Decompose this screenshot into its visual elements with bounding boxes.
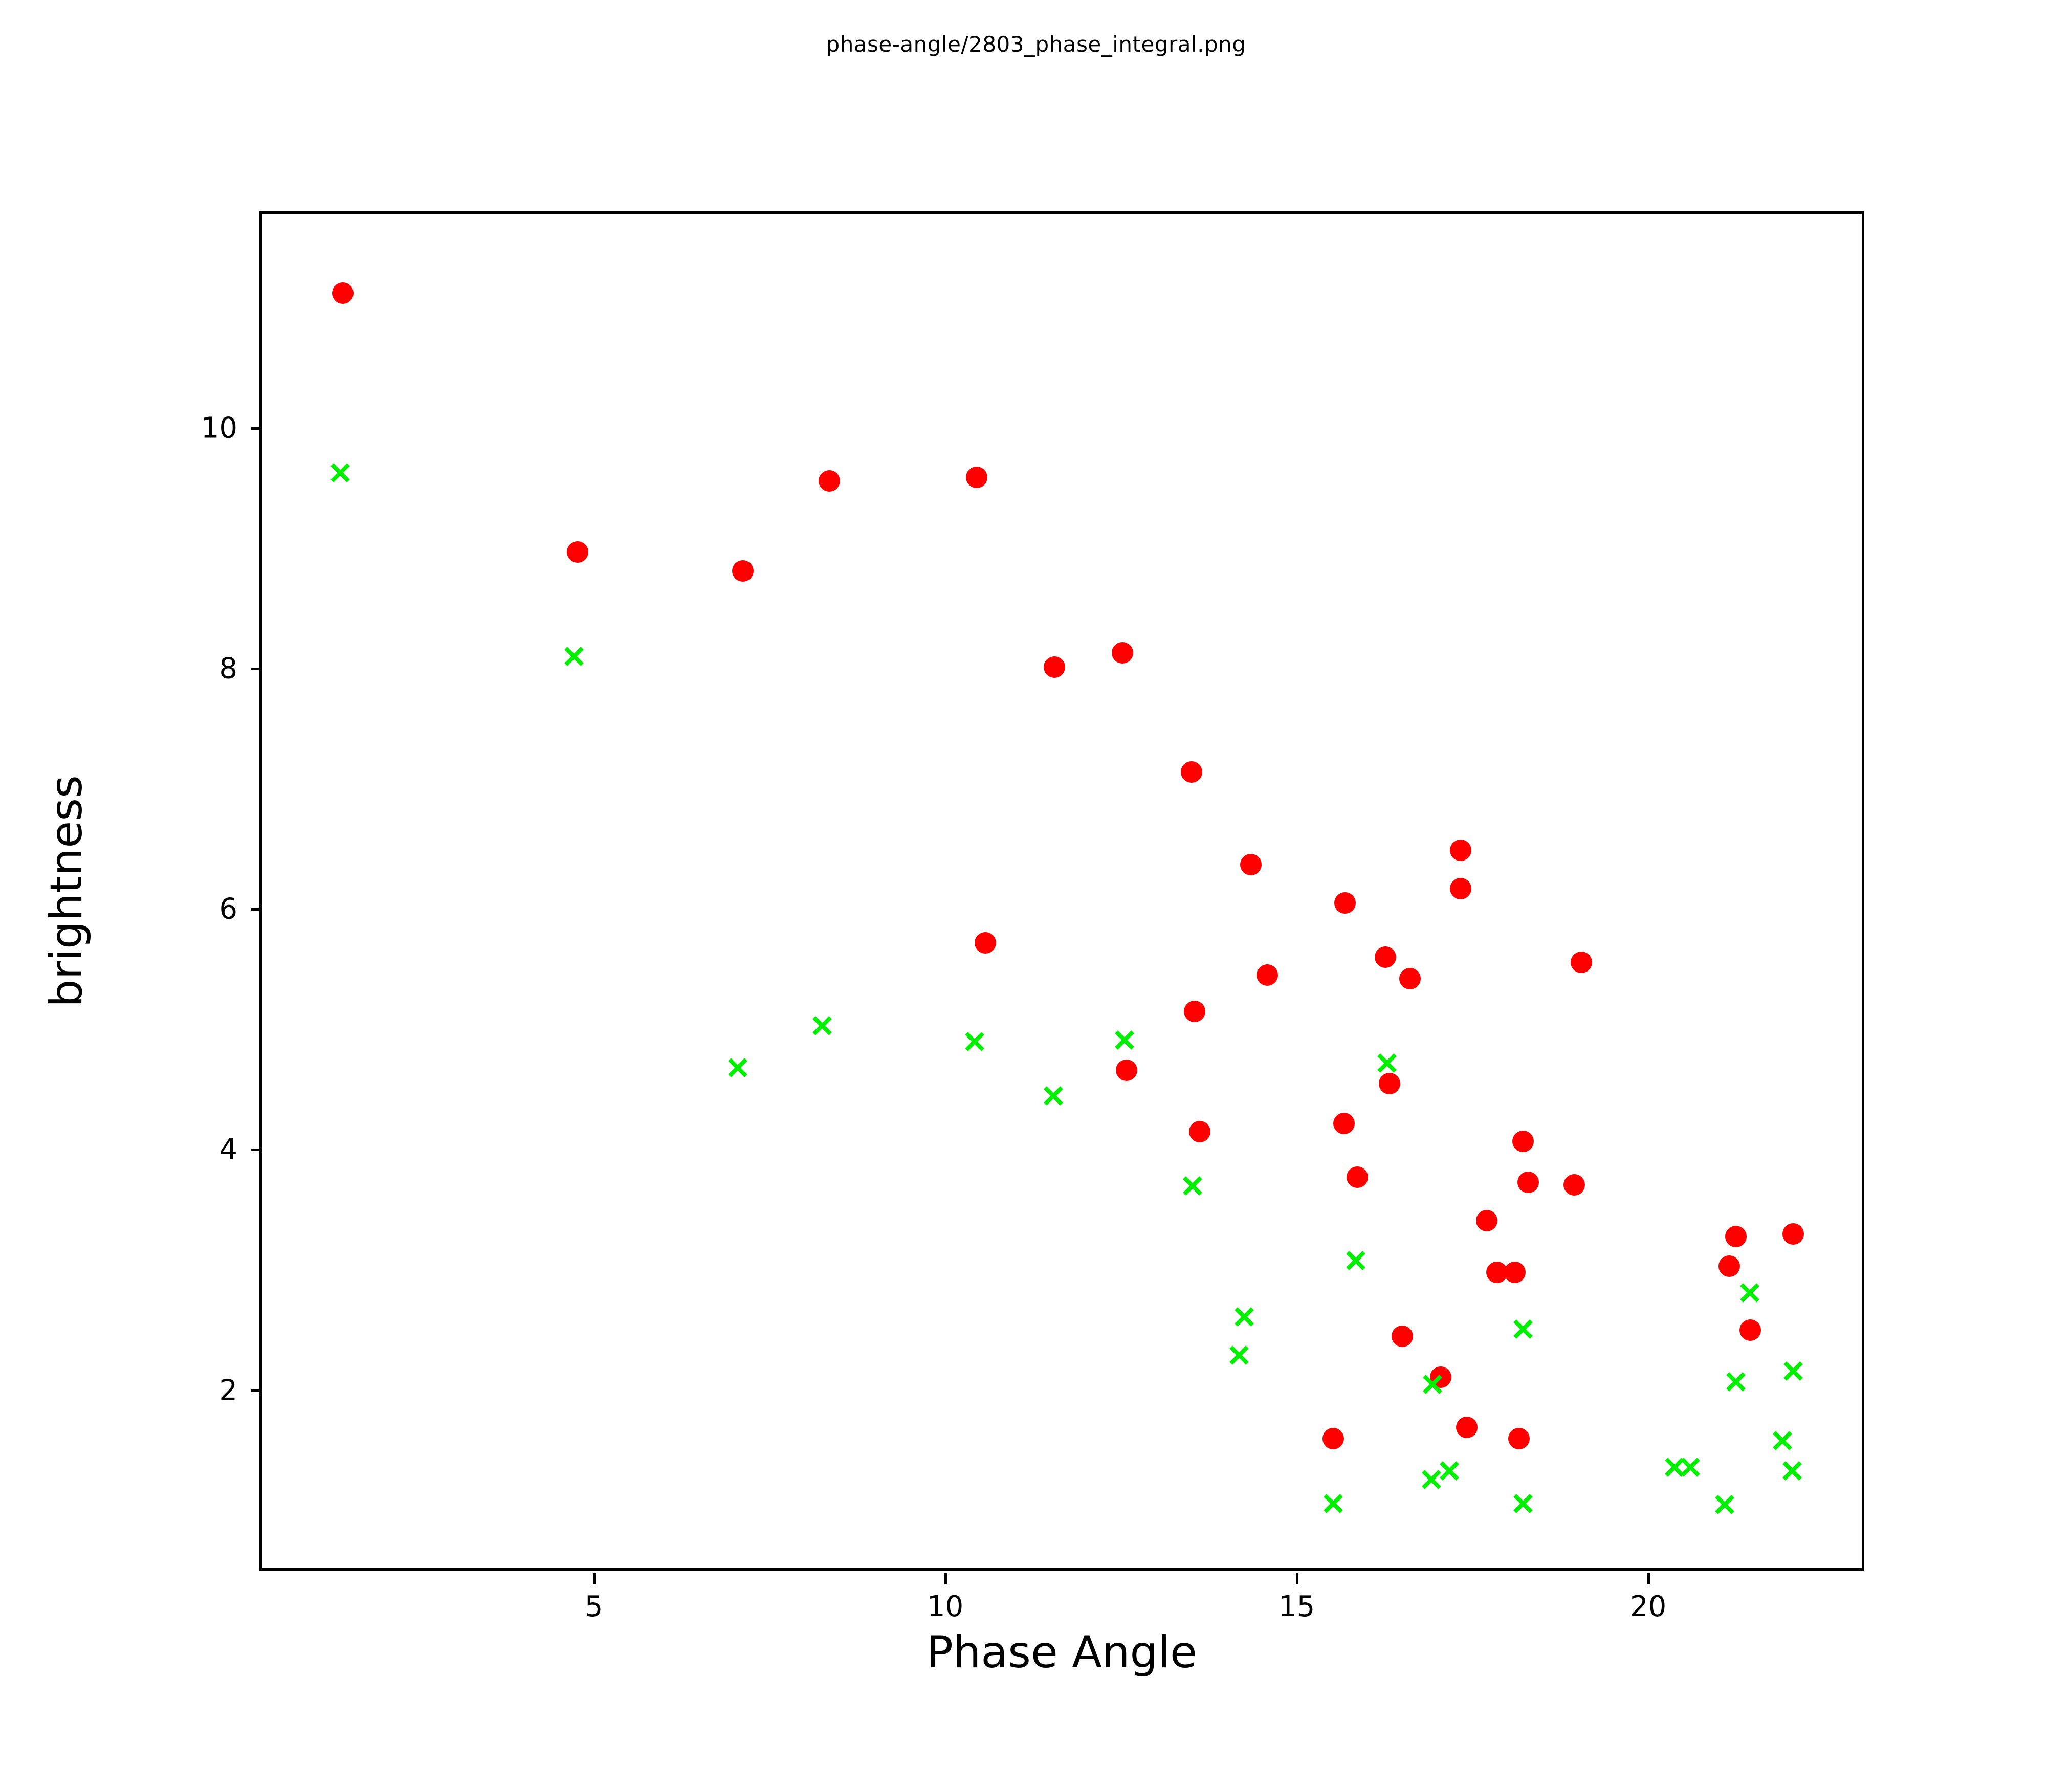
y-axis-label: brightness (41, 775, 92, 1007)
y-tick-label: 2 (219, 1374, 237, 1407)
data-point-cross (1738, 1281, 1761, 1305)
data-point-circle (332, 282, 354, 304)
data-point-cross (1042, 1084, 1065, 1108)
x-tick-label: 10 (927, 1590, 964, 1623)
figure-title: phase-angle/2803_phase_integral.png (826, 32, 1246, 57)
data-point-circle (966, 466, 988, 488)
y-tick-label: 8 (219, 652, 237, 686)
y-tick-mark (251, 667, 262, 670)
data-point-circle (1512, 1130, 1534, 1152)
x-tick-mark (944, 1573, 947, 1584)
y-tick-label: 4 (219, 1133, 237, 1166)
data-point-cross (1713, 1493, 1736, 1516)
data-point-cross (1420, 1468, 1443, 1491)
data-point-cross (1511, 1317, 1535, 1341)
y-tick-label: 6 (219, 892, 237, 926)
data-point-circle (566, 541, 588, 563)
data-point-cross (1663, 1455, 1686, 1479)
y-tick-mark (251, 1389, 262, 1392)
data-point-cross (1113, 1028, 1136, 1052)
data-point-circle (1322, 1427, 1344, 1449)
x-tick-label: 20 (1630, 1590, 1667, 1623)
data-point-cross (1321, 1492, 1345, 1515)
data-point-cross (1181, 1174, 1204, 1198)
data-point-circle (1517, 1171, 1539, 1193)
data-point-circle (1563, 1174, 1585, 1196)
x-tick-mark (592, 1573, 596, 1584)
data-point-cross (1375, 1051, 1399, 1075)
data-point-cross (1679, 1455, 1702, 1479)
data-point-circle (1508, 1427, 1530, 1449)
plot-frame: 5 10 15 20 2 4 6 8 10 (201, 211, 1864, 1623)
data-point-cross (810, 1014, 834, 1038)
y-tick-label: 10 (201, 411, 237, 445)
data-point-circle (1475, 1210, 1497, 1232)
data-point-cross (963, 1030, 986, 1053)
x-tick-label: 5 (584, 1590, 603, 1623)
data-point-circle (1449, 839, 1471, 861)
y-tick-mark (251, 427, 262, 430)
data-point-cross (1771, 1429, 1794, 1452)
x-tick-label: 15 (1278, 1590, 1315, 1623)
data-point-circle (1256, 964, 1278, 986)
data-point-circle (1379, 1073, 1400, 1094)
data-point-cross (726, 1056, 750, 1079)
data-point-cross (562, 645, 586, 668)
data-point-circle (1334, 892, 1356, 914)
data-point-circle (1333, 1112, 1355, 1134)
y-tick-mark (251, 908, 262, 911)
data-point-circle (1456, 1417, 1478, 1439)
data-point-cross (1438, 1459, 1461, 1483)
data-point-circle (1725, 1225, 1747, 1247)
y-tick-mark (251, 1149, 262, 1152)
x-tick-mark (1295, 1573, 1298, 1584)
data-point-circle (1374, 946, 1396, 968)
data-point-circle (1043, 656, 1065, 678)
data-point-cross (1781, 1359, 1805, 1383)
data-point-cross (1344, 1249, 1368, 1272)
data-point-cross (1421, 1373, 1444, 1396)
x-tick-mark (1647, 1573, 1650, 1584)
data-point-circle (1111, 642, 1133, 664)
data-point-circle (1116, 1060, 1138, 1082)
data-point-circle (1739, 1319, 1761, 1341)
data-point-circle (1180, 761, 1202, 783)
data-point-circle (1240, 854, 1262, 876)
data-point-circle (818, 470, 840, 492)
data-point-cross (328, 461, 352, 484)
data-point-cross (1780, 1459, 1804, 1483)
data-point-circle (1189, 1121, 1210, 1143)
data-point-circle (1391, 1325, 1413, 1347)
x-axis-label: Phase Angle (927, 1627, 1197, 1678)
data-point-circle (1184, 1000, 1206, 1022)
data-point-circle (1346, 1166, 1368, 1188)
data-point-circle (1571, 951, 1593, 973)
data-point-circle (1449, 878, 1471, 900)
data-point-cross (1724, 1370, 1748, 1394)
data-point-circle (732, 560, 754, 582)
data-point-cross (1232, 1305, 1256, 1329)
data-point-circle (1399, 968, 1421, 990)
data-point-circle (974, 932, 996, 954)
data-point-cross (1511, 1492, 1535, 1515)
data-point-circle (1718, 1255, 1740, 1277)
data-point-circle (1782, 1223, 1804, 1245)
data-point-cross (1227, 1343, 1251, 1367)
data-point-circle (1504, 1262, 1526, 1284)
plot-area: 5 10 15 20 2 4 6 8 10 (201, 214, 1862, 1623)
